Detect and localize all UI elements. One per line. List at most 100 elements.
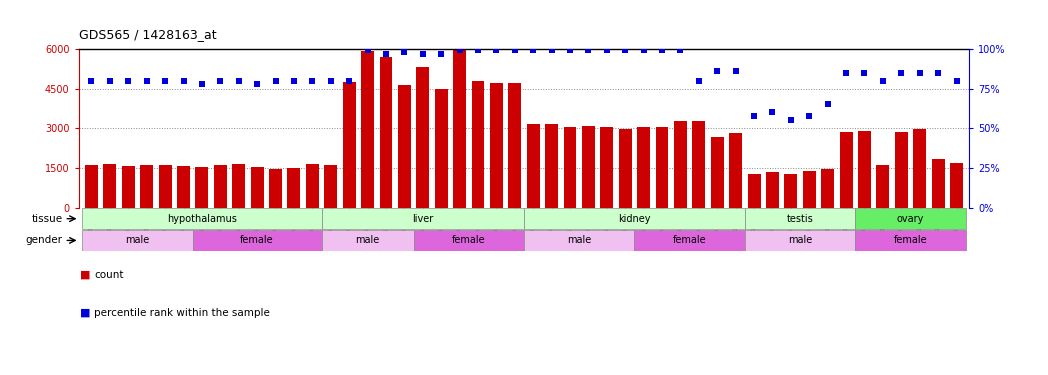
Bar [414,230,524,251]
Text: male: male [355,236,379,245]
Point [708,68,725,74]
Point [856,70,873,76]
Point [893,70,910,76]
Point [691,78,707,84]
Bar [322,230,414,251]
Point [783,117,800,123]
Point [912,70,929,76]
Bar [913,129,926,208]
Text: ovary: ovary [897,214,924,224]
Point [231,78,247,84]
Bar [435,88,447,208]
Point [506,47,523,53]
Point [874,78,891,84]
Point [359,47,376,53]
Text: kidney: kidney [618,214,651,224]
Point [580,47,596,53]
Bar [785,174,798,208]
Bar [545,124,558,208]
Bar [839,132,852,208]
Bar [711,137,724,208]
Point [323,78,340,84]
Text: testis: testis [787,214,813,224]
Text: female: female [452,236,485,245]
Bar [822,170,834,208]
Bar [233,164,245,208]
Text: ■: ■ [80,270,90,280]
Bar [855,208,965,229]
Bar [858,131,871,208]
Bar [803,171,815,208]
Text: male: male [126,236,150,245]
Bar [932,159,944,208]
Point [727,68,744,74]
Point [157,78,174,84]
Bar [693,121,705,208]
Point [654,47,671,53]
Bar [745,230,855,251]
Bar [122,166,135,208]
Point [452,47,468,53]
Bar [250,167,263,208]
Bar [656,127,669,208]
Bar [618,129,632,208]
Point [414,51,431,57]
Point [175,78,192,84]
Bar [855,230,965,251]
Bar [269,169,282,208]
Bar [876,165,890,208]
Point [598,47,615,53]
Bar [745,208,855,229]
Bar [287,168,301,208]
Bar [747,174,761,208]
Text: gender: gender [25,236,63,245]
Text: tissue: tissue [31,214,63,224]
Text: count: count [94,270,124,280]
Point [543,47,560,53]
Bar [508,83,521,208]
Bar [729,133,742,208]
Text: female: female [673,236,706,245]
Bar [379,57,392,208]
Bar [527,124,540,208]
Point [764,110,781,116]
Bar [416,68,430,208]
Bar [637,127,650,208]
Bar [83,230,193,251]
Bar [85,165,97,208]
Bar [564,127,576,208]
Point [341,78,357,84]
Text: male: male [788,236,812,245]
Point [470,47,486,53]
Point [525,47,542,53]
Point [635,47,652,53]
Text: ■: ■ [80,308,90,318]
Point [194,81,211,87]
Point [267,78,284,84]
Bar [453,50,466,208]
Bar [524,230,634,251]
Bar [674,121,686,208]
Bar [951,163,963,208]
Text: GDS565 / 1428163_at: GDS565 / 1428163_at [79,28,216,41]
Text: percentile rank within the sample: percentile rank within the sample [94,308,270,318]
Point [285,78,302,84]
Point [102,78,118,84]
Bar [104,164,116,208]
Bar [83,208,322,229]
Text: hypothalamus: hypothalamus [167,214,237,224]
Bar [322,208,524,229]
Point [119,78,136,84]
Bar [472,81,484,208]
Bar [582,126,595,208]
Point [433,51,450,57]
Bar [634,230,745,251]
Point [212,78,228,84]
Bar [524,208,745,229]
Point [488,47,505,53]
Bar [196,167,209,208]
Point [377,51,394,57]
Point [304,78,321,84]
Point [746,112,763,118]
Bar [766,172,779,208]
